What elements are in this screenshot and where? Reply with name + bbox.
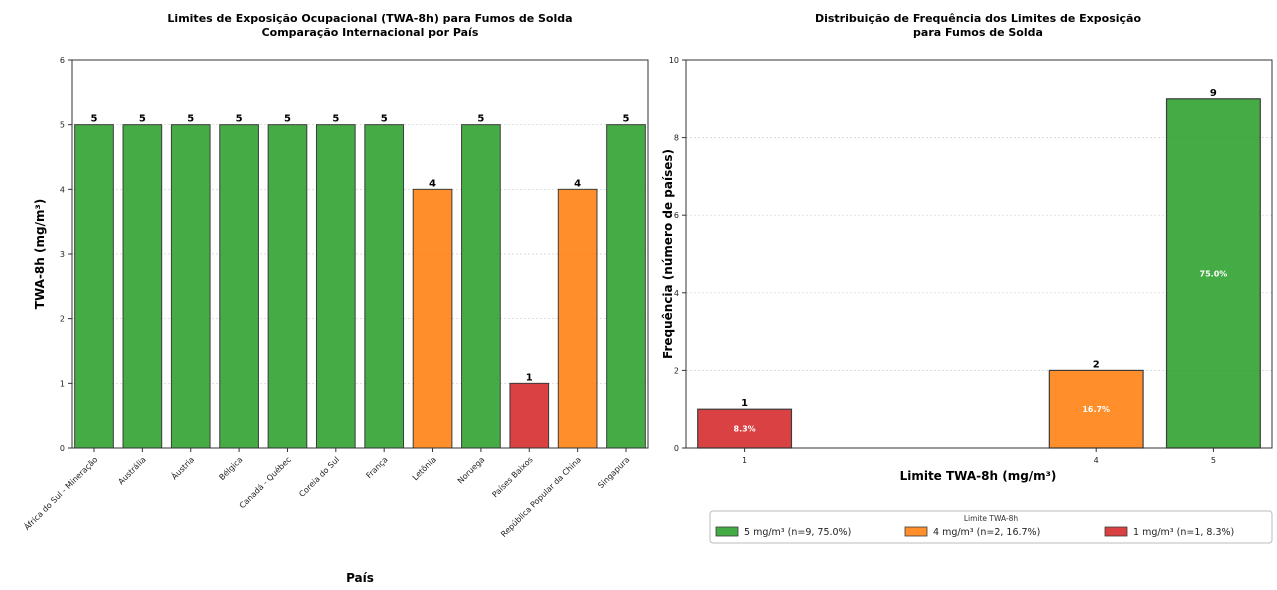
left-bar [267,124,308,449]
left-x-ticks: África do Sul - Mineração Austrália Áustri… [21,448,631,539]
right-y-tick-label: 6 [674,211,679,220]
right-bars [697,98,1261,449]
left-bar [315,124,356,449]
left-x-axis-label: País [346,571,374,585]
left-y-tick-label: 0 [60,444,65,453]
left-bar-value-label: 5 [332,114,339,125]
right-bar-count-label: 2 [1093,359,1100,370]
left-x-tick-label: África do Sul - Mineração [21,454,99,532]
legend-entry-label: 1 mg/m³ (n=1, 8.3%) [1133,527,1234,538]
right-y-tick-label: 0 [674,444,679,453]
right-y-tick-label: 8 [674,134,679,143]
left-y-tick-label: 4 [60,185,65,194]
left-bar-value-label: 5 [91,114,98,125]
left-bar-value-label: 5 [477,114,484,125]
left-y-tick-label: 5 [60,121,65,130]
right-x-tick-label: 4 [1094,456,1099,465]
right-legend: Limite TWA-8h 5 mg/m³ (n=9, 75.0%) 4 mg/m… [709,510,1273,544]
left-x-tick-label: Coreia do Sul [297,455,341,499]
left-bar-value-label: 5 [284,114,291,125]
left-x-tick-label: Bélgica [217,454,245,482]
right-percent-labels: 8.3% 16.7% 75.0% [734,269,1228,433]
right-bar-labels: 1 2 9 [741,88,1217,409]
left-bar-value-label: 5 [187,114,194,125]
legend-entry-label: 5 mg/m³ (n=9, 75.0%) [744,527,851,538]
legend-entries: 5 mg/m³ (n=9, 75.0%) 4 mg/m³ (n=2, 16.7%)… [715,526,1234,538]
left-y-tick-label: 6 [60,56,65,65]
left-bar [219,124,259,449]
right-bar-count-label: 1 [741,398,748,409]
left-gridlines [72,124,648,384]
left-x-tick-label: Países Baixos [490,455,534,499]
left-bars [74,124,646,449]
left-bar [557,188,598,449]
right-y-ticks: 0 2 4 6 8 10 [669,56,686,453]
right-bar [697,408,793,449]
left-bar [461,124,501,449]
left-y-ticks: 0 1 2 3 4 5 6 [60,56,72,453]
left-x-tick-label: Noruega [456,455,487,486]
left-bar-value-label: 5 [236,114,243,125]
right-bar-percent-label: 8.3% [734,425,756,434]
left-x-tick-label: Austrália [116,455,147,486]
left-bar-labels: 5 5 5 5 5 5 5 4 5 1 4 5 [91,114,630,384]
left-bar-value-label: 5 [623,114,630,125]
right-bar-count-label: 9 [1210,88,1217,99]
legend-title: Limite TWA-8h [964,514,1019,523]
left-bar [170,124,211,449]
left-bar [509,382,550,449]
right-y-tick-label: 2 [674,366,679,375]
left-bar [412,188,453,449]
legend-swatch [904,526,928,537]
left-x-tick-label: Canadá - Québec [237,454,293,510]
left-chart: Limites de Exposição Ocupacional (TWA-8h… [21,12,649,585]
right-x-tick-label: 1 [742,456,747,465]
left-plot-frame [71,59,649,449]
left-bar [606,124,646,449]
left-x-tick-label: Letônia [410,454,438,482]
legend-entry-label: 4 mg/m³ (n=2, 16.7%) [933,527,1040,538]
right-bar-percent-label: 75.0% [1200,269,1228,278]
right-x-ticks: 1 4 5 [742,448,1216,465]
left-chart-title: Limites de Exposição Ocupacional (TWA-8h… [167,12,572,25]
right-bar [1048,369,1144,449]
left-bar [74,124,114,449]
left-bar [122,124,163,449]
left-y-tick-label: 1 [60,379,65,388]
right-bar [1165,98,1261,449]
right-y-tick-label: 10 [669,56,679,65]
left-chart-subtitle: Comparação Internacional por País [262,26,479,39]
left-bar-value-label: 4 [574,178,581,189]
right-bar-percent-label: 16.7% [1082,405,1110,414]
left-y-axis-label: TWA-8h (mg/m³) [33,199,47,309]
right-chart-subtitle: para Fumos de Solda [913,26,1043,39]
right-x-axis-label: Limite TWA-8h (mg/m³) [900,469,1057,483]
left-y-tick-label: 2 [60,315,65,324]
legend-box [709,510,1273,544]
left-x-tick-label: República Popular da China [499,455,583,539]
left-bar-value-label: 4 [429,178,436,189]
left-bar [364,124,405,449]
right-x-tick-label: 5 [1211,456,1216,465]
right-y-axis-label: Frequência (número de países) [661,149,675,359]
left-bar-value-label: 5 [381,114,388,125]
left-bar-value-label: 1 [526,372,533,383]
legend-swatch [1104,526,1128,537]
right-y-tick-label: 4 [674,289,679,298]
right-chart: Distribuição de Frequência dos Limites d… [661,12,1273,544]
left-x-tick-label: Singapura [596,455,631,490]
left-bar-value-label: 5 [139,114,146,125]
left-y-tick-label: 3 [60,250,65,259]
legend-swatch [715,526,739,537]
left-x-tick-label: Áustria [168,454,196,482]
right-plot-frame [685,59,1273,449]
right-chart-title: Distribuição de Frequência dos Limites d… [815,12,1141,25]
left-x-tick-label: França [364,455,389,480]
